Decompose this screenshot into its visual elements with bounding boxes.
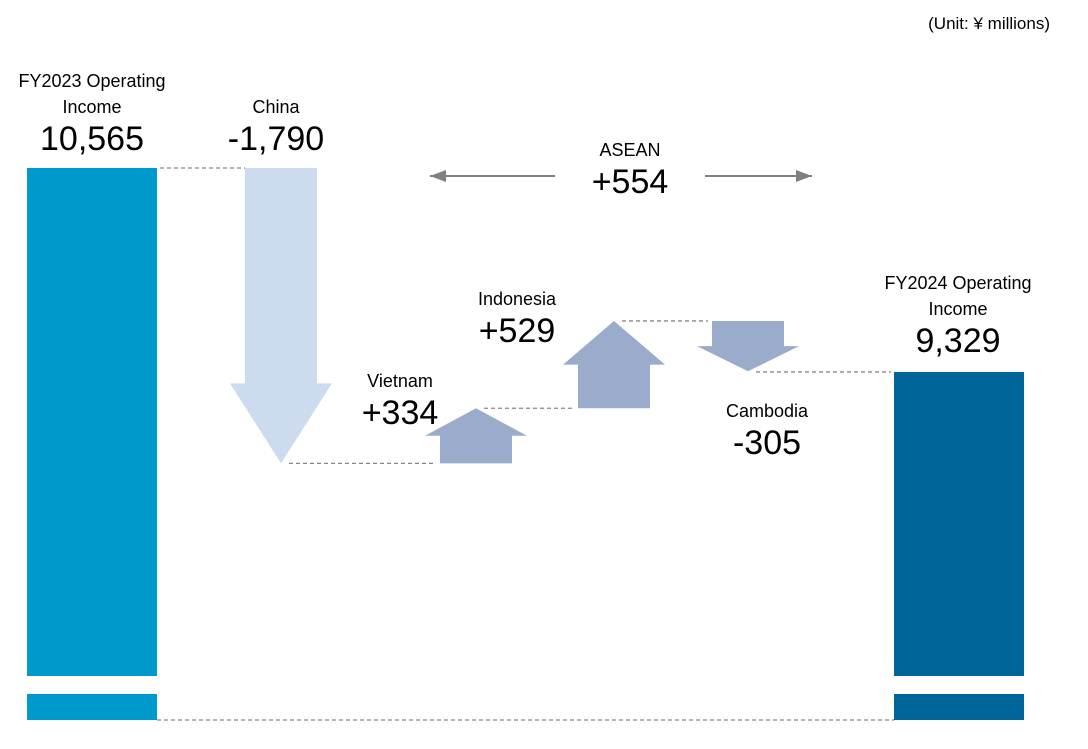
category-name: Vietnam (367, 371, 433, 391)
value-label: 9,329 (915, 322, 1001, 360)
category-label-group: China -1,790 (189, 94, 364, 158)
annotation-arrowhead (796, 170, 812, 182)
waterfall-arrow (697, 320, 799, 372)
value-label: -1,790 (227, 120, 325, 158)
waterfall-arrow (425, 408, 527, 464)
category-label-group: FY2024 Operating Income 9,329 (871, 270, 1046, 360)
bar-break-stub (27, 694, 157, 720)
category-name: Indonesia (477, 289, 557, 309)
bar (27, 168, 157, 676)
category-name: FY2024 Operating Income (884, 273, 1032, 319)
category-label-group: FY2023 Operating Income 10,565 (5, 68, 180, 158)
annotation-value: +554 (591, 163, 669, 201)
annotation-name: ASEAN (599, 140, 661, 160)
category-name: Cambodia (725, 401, 809, 421)
waterfall-arrow (563, 320, 665, 409)
bar (894, 371, 1024, 676)
value-label: 10,565 (40, 120, 144, 158)
value-label: -305 (732, 424, 802, 462)
annotation: ASEAN +554 (543, 137, 718, 201)
category-label-group: Cambodia -305 (680, 398, 855, 462)
waterfall-arrow (230, 168, 332, 464)
category-label-group: Indonesia +529 (430, 286, 605, 350)
bar-break-stub (894, 694, 1024, 720)
annotation-arrowhead (430, 170, 446, 182)
category-label-group: Vietnam +334 (313, 368, 488, 432)
category-name: China (252, 97, 300, 117)
category-name: FY2023 Operating Income (18, 71, 166, 117)
value-label: +529 (478, 312, 556, 350)
value-label: +334 (361, 394, 439, 432)
unit-label: (Unit: ¥ millions) (928, 14, 1050, 33)
